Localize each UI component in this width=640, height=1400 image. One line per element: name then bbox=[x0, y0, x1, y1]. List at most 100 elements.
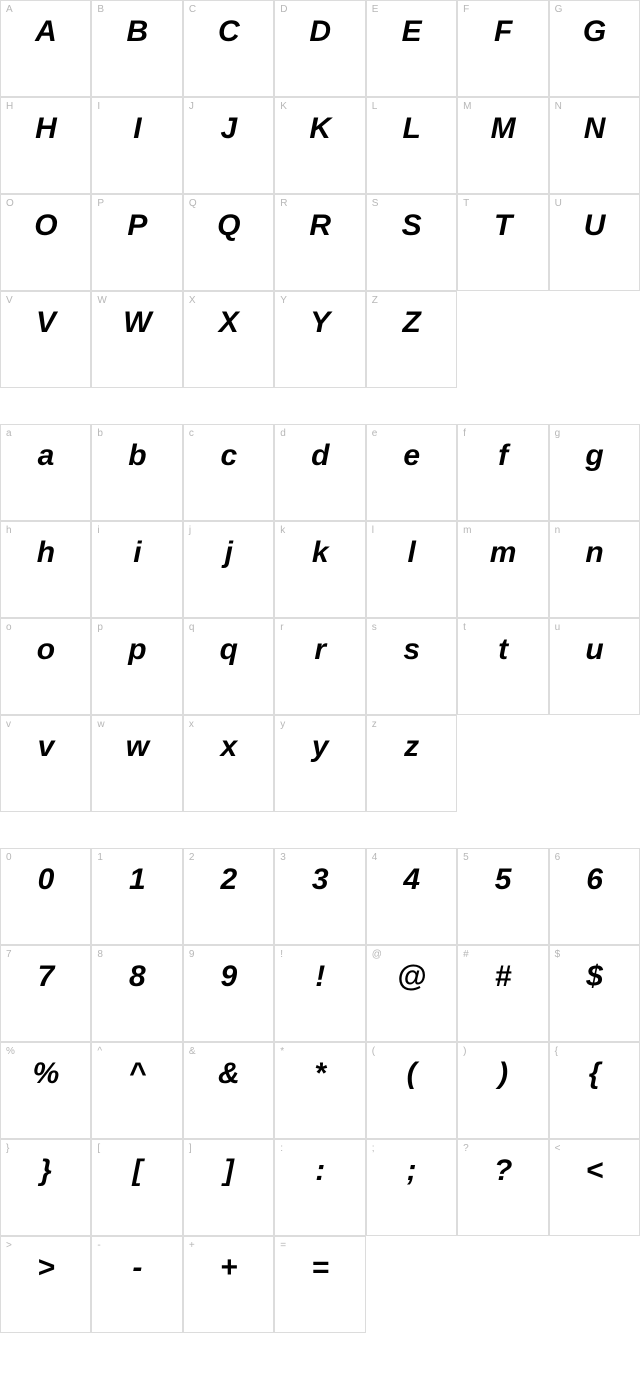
glyph-display: V bbox=[1, 306, 90, 340]
glyph-label: ) bbox=[463, 1046, 466, 1057]
glyph-label: k bbox=[280, 525, 285, 536]
glyph-label: i bbox=[97, 525, 99, 536]
glyph-display: T bbox=[458, 209, 547, 243]
glyph-cell: SS bbox=[366, 194, 457, 291]
glyph-cell: (( bbox=[366, 1042, 457, 1139]
glyph-label: F bbox=[463, 4, 469, 15]
glyph-label: n bbox=[555, 525, 561, 536]
glyph-cell: ii bbox=[91, 521, 182, 618]
glyph-cell: ## bbox=[457, 945, 548, 1042]
glyph-display: t bbox=[458, 633, 547, 667]
glyph-cell: EE bbox=[366, 0, 457, 97]
glyph-label: w bbox=[97, 719, 104, 730]
glyph-display: G bbox=[550, 15, 639, 49]
glyph-display: : bbox=[275, 1154, 364, 1188]
glyph-label: ? bbox=[463, 1143, 469, 1154]
glyph-label: r bbox=[280, 622, 283, 633]
glyph-label: f bbox=[463, 428, 466, 439]
glyph-label: 5 bbox=[463, 852, 469, 863]
glyph-display: $ bbox=[550, 960, 639, 994]
glyph-display: e bbox=[367, 439, 456, 473]
glyph-label: u bbox=[555, 622, 561, 633]
glyph-label: $ bbox=[555, 949, 561, 960]
glyph-display: [ bbox=[92, 1154, 181, 1188]
glyph-label: m bbox=[463, 525, 471, 536]
glyph-display: % bbox=[1, 1057, 90, 1091]
glyph-display: p bbox=[92, 633, 181, 667]
glyph-cell: LL bbox=[366, 97, 457, 194]
glyph-cell: rr bbox=[274, 618, 365, 715]
glyph-cell: bb bbox=[91, 424, 182, 521]
glyph-cell: ff bbox=[457, 424, 548, 521]
glyph-cell: DD bbox=[274, 0, 365, 97]
glyph-label: A bbox=[6, 4, 13, 15]
glyph-display: ( bbox=[367, 1057, 456, 1091]
glyph-display: ) bbox=[458, 1057, 547, 1091]
glyph-label: 9 bbox=[189, 949, 195, 960]
glyph-label: > bbox=[6, 1240, 12, 1251]
glyph-display: j bbox=[184, 536, 273, 570]
glyph-display: L bbox=[367, 112, 456, 146]
glyph-cell: NN bbox=[549, 97, 640, 194]
glyph-cell: aa bbox=[0, 424, 91, 521]
glyph-cell: << bbox=[549, 1139, 640, 1236]
glyph-cell: QQ bbox=[183, 194, 274, 291]
glyph-label: O bbox=[6, 198, 14, 209]
glyph-display: ^ bbox=[92, 1057, 181, 1091]
glyph-label: v bbox=[6, 719, 11, 730]
glyph-label: Q bbox=[189, 198, 197, 209]
glyph-label: 8 bbox=[97, 949, 103, 960]
glyph-label: 7 bbox=[6, 949, 12, 960]
glyph-display: 8 bbox=[92, 960, 181, 994]
glyph-cell: oo bbox=[0, 618, 91, 715]
glyph-label: c bbox=[189, 428, 194, 439]
glyph-label: l bbox=[372, 525, 374, 536]
glyph-cell: ;; bbox=[366, 1139, 457, 1236]
glyph-display: 3 bbox=[275, 863, 364, 897]
glyph-cell: tt bbox=[457, 618, 548, 715]
glyph-cell: )) bbox=[457, 1042, 548, 1139]
empty-cell bbox=[457, 715, 548, 812]
glyph-grid: 00112233445566778899!!@@##$$%%^^&&**(())… bbox=[0, 848, 640, 1333]
glyph-display: n bbox=[550, 536, 639, 570]
empty-cell bbox=[549, 1236, 640, 1333]
glyph-label: 0 bbox=[6, 852, 12, 863]
glyph-label: y bbox=[280, 719, 285, 730]
glyph-display: 7 bbox=[1, 960, 90, 994]
glyph-label: z bbox=[372, 719, 377, 730]
glyph-label: C bbox=[189, 4, 196, 15]
glyph-display: y bbox=[275, 730, 364, 764]
glyph-label: P bbox=[97, 198, 104, 209]
glyph-cell: vv bbox=[0, 715, 91, 812]
glyph-cell: zz bbox=[366, 715, 457, 812]
empty-cell bbox=[457, 291, 548, 388]
glyph-cell: CC bbox=[183, 0, 274, 97]
glyph-display: + bbox=[184, 1251, 273, 1285]
glyph-label: < bbox=[555, 1143, 561, 1154]
glyph-display: 9 bbox=[184, 960, 273, 994]
section-symbols: 00112233445566778899!!@@##$$%%^^&&**(())… bbox=[0, 848, 640, 1333]
glyph-cell: jj bbox=[183, 521, 274, 618]
glyph-cell: %% bbox=[0, 1042, 91, 1139]
glyph-display: Z bbox=[367, 306, 456, 340]
glyph-cell: !! bbox=[274, 945, 365, 1042]
glyph-grid: aabbccddeeffgghhiijjkkllmmnnooppqqrrsstt… bbox=[0, 424, 640, 812]
glyph-cell: XX bbox=[183, 291, 274, 388]
glyph-label: & bbox=[189, 1046, 196, 1057]
glyph-display: ! bbox=[275, 960, 364, 994]
glyph-cell: [[ bbox=[91, 1139, 182, 1236]
glyph-label: # bbox=[463, 949, 469, 960]
glyph-label: } bbox=[6, 1143, 9, 1154]
glyph-cell: ** bbox=[274, 1042, 365, 1139]
glyph-display: m bbox=[458, 536, 547, 570]
character-map: AABBCCDDEEFFGGHHIIJJKKLLMMNNOOPPQQRRSSTT… bbox=[0, 0, 640, 1333]
glyph-label: b bbox=[97, 428, 103, 439]
glyph-label: N bbox=[555, 101, 562, 112]
glyph-cell: RR bbox=[274, 194, 365, 291]
glyph-cell: kk bbox=[274, 521, 365, 618]
glyph-cell: JJ bbox=[183, 97, 274, 194]
glyph-label: = bbox=[280, 1240, 286, 1251]
glyph-label: p bbox=[97, 622, 103, 633]
glyph-display: * bbox=[275, 1057, 364, 1091]
glyph-display: z bbox=[367, 730, 456, 764]
